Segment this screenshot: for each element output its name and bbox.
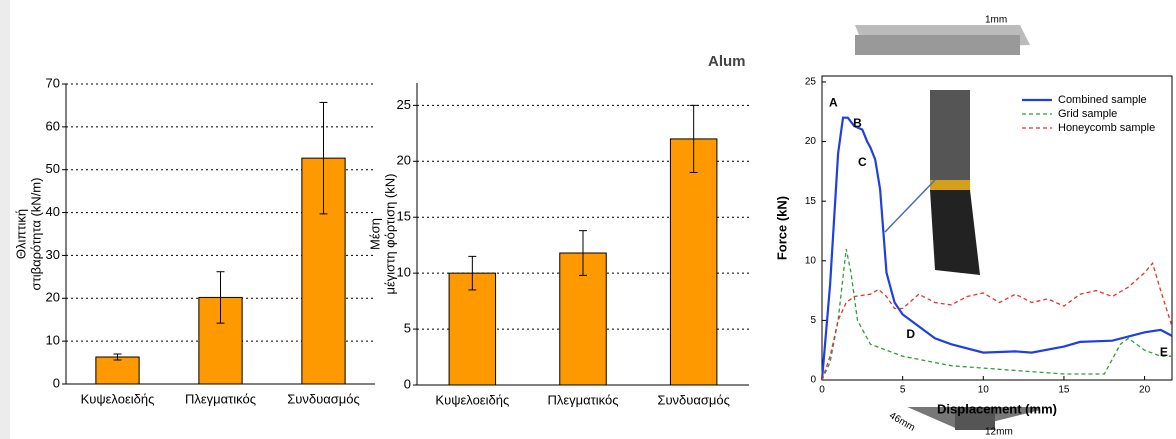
- y-tick-label: 25: [805, 77, 817, 88]
- x-tick-label: 10: [978, 385, 990, 396]
- annotation: E: [1160, 345, 1168, 359]
- slide-text: Alum: [708, 53, 746, 70]
- bar: [670, 139, 716, 385]
- y-axis-label: στιβαρότητα (kN/m): [28, 178, 43, 291]
- y-tick-label: 40: [46, 204, 60, 219]
- y-axis-label: μέγιστη φόρτιση (kN): [382, 174, 397, 295]
- y-tick-label: 0: [404, 376, 411, 391]
- y-tick-label: 15: [805, 196, 817, 207]
- y-tick-label: 0: [53, 375, 60, 390]
- y-tick-label: 60: [46, 118, 60, 133]
- y-tick-label: 25: [397, 97, 411, 112]
- x-tick-label: 15: [1058, 385, 1070, 396]
- annotation: C: [858, 155, 867, 169]
- dimension: 12mm: [985, 427, 1013, 438]
- x-tick-label: Συνδυασμός: [657, 392, 730, 407]
- annotation: B: [853, 116, 862, 130]
- x-tick-label: Συνδυασμός: [287, 391, 360, 406]
- x-tick-label: Κυψελοειδής: [81, 391, 155, 406]
- y-tick-label: 5: [810, 315, 816, 326]
- y-tick-label: 50: [46, 161, 60, 176]
- y-tick-label: 20: [46, 290, 60, 305]
- y-tick-label: 15: [397, 209, 411, 224]
- annotation: D: [906, 327, 915, 341]
- y-tick-label: 0: [810, 375, 816, 386]
- x-tick-label: Πλεγματικός: [185, 391, 256, 406]
- x-axis-label: Displacement (mm): [937, 401, 1057, 416]
- slide: 1mm Alum 46mm 12mm 010203040506070Κυψελο…: [0, 0, 1176, 439]
- legend-label: Honeycomb sample: [1058, 122, 1155, 134]
- chart-panel: [797, 62, 1176, 407]
- y-tick-label: 10: [397, 265, 411, 280]
- x-tick-label: Κυψελοειδής: [435, 392, 509, 407]
- x-tick-label: Πλεγματικός: [547, 392, 618, 407]
- y-tick-label: 20: [805, 136, 817, 147]
- sketch-top: [855, 25, 1030, 55]
- legend-label: Grid sample: [1058, 108, 1117, 120]
- y-tick-label: 30: [46, 247, 60, 262]
- dimension: 1mm: [985, 15, 1007, 26]
- annotation: A: [829, 96, 838, 110]
- bar: [96, 357, 139, 384]
- y-axis-label: Force (kN): [774, 196, 789, 260]
- y-tick-label: 10: [46, 333, 60, 348]
- x-tick-label: 5: [900, 385, 906, 396]
- y-tick-label: 5: [404, 321, 411, 336]
- y-tick-label: 20: [397, 153, 411, 168]
- x-tick-label: 20: [1139, 385, 1151, 396]
- y-axis-label: Θλιπτική: [13, 209, 28, 259]
- y-axis-label: Μέση: [367, 218, 382, 250]
- legend-label: Combined sample: [1058, 94, 1147, 106]
- x-tick-label: 0: [819, 385, 825, 396]
- side-strip: [0, 0, 10, 439]
- y-tick-label: 70: [46, 75, 60, 90]
- y-tick-label: 10: [805, 255, 817, 266]
